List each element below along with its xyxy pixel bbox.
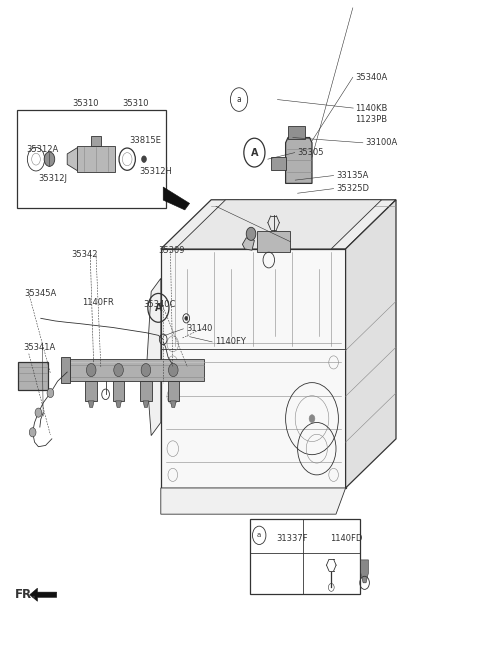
Polygon shape [85,381,97,401]
Circle shape [86,364,96,377]
Text: 33815E: 33815E [130,136,161,145]
Polygon shape [30,588,57,601]
Polygon shape [288,126,305,139]
Circle shape [35,408,42,417]
Bar [17,110,166,208]
Circle shape [309,415,315,422]
Bar [250,519,360,594]
Polygon shape [143,401,149,407]
Text: a: a [257,533,261,538]
Text: 31337F: 31337F [276,534,308,543]
Polygon shape [168,381,179,401]
Text: 35305: 35305 [298,148,324,157]
Circle shape [141,364,151,377]
Polygon shape [113,381,124,401]
Polygon shape [170,401,176,407]
Circle shape [142,156,146,162]
Text: 35310: 35310 [122,99,149,108]
Text: 1140FY: 1140FY [215,337,246,346]
Polygon shape [242,238,254,250]
Text: A: A [251,147,258,158]
Circle shape [246,227,256,240]
Text: 35342: 35342 [71,250,97,259]
Polygon shape [140,381,152,401]
Text: 1123PB: 1123PB [355,115,387,124]
Polygon shape [161,488,346,514]
Text: 35312A: 35312A [26,145,59,154]
Text: A: A [155,303,162,313]
Polygon shape [361,560,369,583]
Text: 33100A: 33100A [365,138,397,147]
Text: 35325D: 35325D [336,184,369,193]
Polygon shape [161,249,346,488]
Text: 35309: 35309 [158,246,185,255]
Polygon shape [18,362,48,390]
Circle shape [29,428,36,437]
Text: 35340A: 35340A [355,73,387,82]
Text: 35312H: 35312H [139,167,172,176]
Polygon shape [116,401,121,407]
Polygon shape [88,401,94,407]
Polygon shape [271,157,286,170]
Text: 33135A: 33135A [336,171,368,180]
Polygon shape [77,146,115,172]
Text: 31140: 31140 [186,324,213,333]
Polygon shape [286,138,312,183]
Polygon shape [257,231,290,252]
Text: 35340C: 35340C [143,300,175,309]
Polygon shape [346,200,396,488]
Text: 35345A: 35345A [24,289,56,298]
Text: 1140FR: 1140FR [82,298,113,307]
Circle shape [168,364,178,377]
Text: a: a [237,95,241,104]
Text: 35312J: 35312J [38,174,67,183]
Circle shape [44,152,55,166]
Text: 1140KB: 1140KB [355,103,387,113]
Polygon shape [61,357,70,383]
Polygon shape [175,200,382,249]
Polygon shape [91,136,101,146]
Circle shape [114,364,123,377]
Polygon shape [67,147,78,171]
Circle shape [185,316,188,320]
Text: 35310: 35310 [72,99,98,108]
Text: 1140FD: 1140FD [330,534,362,543]
Polygon shape [161,200,396,249]
Circle shape [47,388,54,398]
Polygon shape [146,278,161,436]
Polygon shape [163,187,190,210]
Text: 35341A: 35341A [23,343,55,352]
Polygon shape [70,359,204,381]
Text: FR.: FR. [14,588,36,601]
